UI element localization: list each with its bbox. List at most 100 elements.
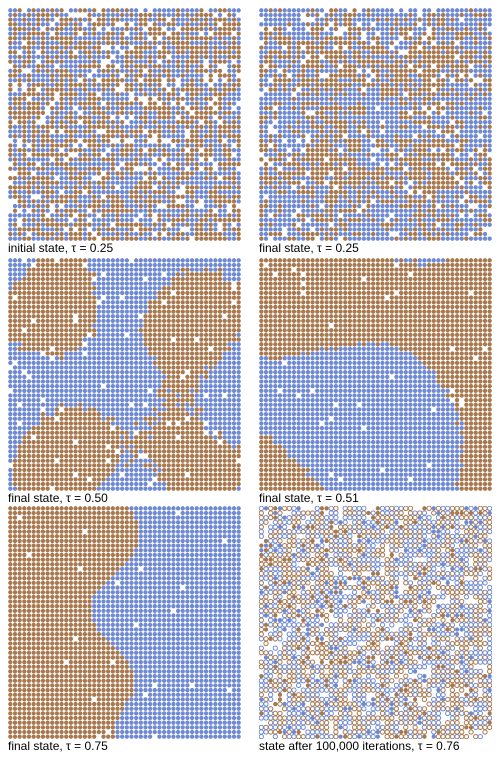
- brown-agent: [73, 54, 78, 60]
- brown-agent: [417, 134, 422, 139]
- blue-agent: [129, 185, 134, 190]
- brown-agent: [352, 175, 357, 181]
- brown-agent: [106, 64, 111, 69]
- blue-agent: [478, 8, 483, 13]
- blue-agent: [315, 161, 320, 167]
- blue-agent: [59, 134, 64, 139]
- brown-agent: [199, 286, 204, 291]
- brown-agent: [259, 208, 264, 213]
- blue-agent: [375, 22, 380, 27]
- brown-agent: [134, 78, 139, 83]
- blue-agent: [189, 143, 195, 148]
- blue-agent: [454, 106, 460, 111]
- blue-agent: [291, 194, 297, 199]
- brown-agent: [175, 295, 181, 300]
- brown-agent: [315, 175, 320, 181]
- brown-agent: [333, 157, 339, 162]
- blue-agent: [324, 92, 329, 97]
- blue-agent: [50, 54, 55, 60]
- blue-agent: [478, 82, 483, 88]
- brown-agent: [222, 17, 227, 22]
- brown-agent: [208, 129, 213, 134]
- brown-agent: [398, 68, 404, 74]
- blue-agent: [143, 290, 148, 296]
- blue-agent: [171, 106, 176, 111]
- blue-agent: [124, 180, 129, 185]
- blue-agent: [291, 134, 297, 139]
- brown-agent: [110, 8, 115, 13]
- brown-agent: [199, 68, 204, 74]
- blue-agent: [138, 120, 143, 125]
- blue-agent: [259, 180, 264, 185]
- blue-agent: [296, 217, 301, 223]
- brown-agent: [426, 40, 432, 46]
- blue-agent: [445, 120, 450, 125]
- brown-agent: [64, 258, 69, 263]
- brown-agent: [394, 180, 399, 185]
- brown-agent: [161, 68, 167, 74]
- blue-agent: [464, 213, 469, 218]
- blue-agent: [22, 78, 27, 83]
- brown-agent: [417, 217, 422, 223]
- brown-agent: [106, 175, 111, 181]
- brown-agent: [263, 40, 269, 46]
- brown-agent: [194, 290, 199, 296]
- brown-agent: [194, 106, 199, 111]
- brown-agent: [357, 87, 362, 92]
- brown-agent: [408, 152, 413, 157]
- brown-agent: [231, 199, 237, 204]
- blue-agent: [106, 290, 111, 296]
- brown-agent: [36, 281, 41, 286]
- blue-agent: [398, 189, 404, 195]
- blue-agent: [147, 171, 153, 176]
- blue-agent: [464, 222, 469, 227]
- blue-agent: [171, 45, 176, 50]
- blue-agent: [82, 73, 88, 78]
- blue-agent: [357, 185, 362, 190]
- brown-agent: [431, 199, 436, 204]
- brown-agent: [12, 22, 18, 27]
- blue-agent: [277, 87, 283, 92]
- blue-agent: [422, 40, 427, 46]
- blue-agent: [459, 110, 464, 115]
- brown-agent: [31, 31, 36, 36]
- blue-agent: [361, 152, 366, 157]
- blue-agent: [152, 50, 157, 55]
- blue-agent: [422, 12, 427, 18]
- blue-agent: [54, 120, 60, 125]
- brown-agent: [217, 161, 223, 167]
- brown-agent: [171, 22, 176, 27]
- blue-agent: [54, 147, 60, 153]
- blue-agent: [115, 50, 120, 55]
- brown-agent: [199, 115, 204, 120]
- blue-agent: [199, 171, 204, 176]
- brown-agent: [64, 17, 69, 22]
- blue-agent: [263, 129, 269, 134]
- brown-agent: [417, 213, 422, 218]
- brown-agent: [45, 17, 50, 22]
- brown-agent: [310, 101, 315, 106]
- brown-agent: [329, 96, 334, 102]
- brown-agent: [310, 115, 315, 120]
- blue-agent: [394, 199, 399, 204]
- blue-agent: [222, 231, 227, 237]
- brown-agent: [152, 106, 157, 111]
- brown-agent: [101, 12, 106, 18]
- brown-agent: [222, 82, 227, 88]
- blue-agent: [208, 199, 213, 204]
- blue-agent: [333, 68, 339, 74]
- brown-agent: [199, 295, 204, 300]
- brown-agent: [394, 22, 399, 27]
- blue-agent: [301, 129, 306, 134]
- blue-agent: [315, 120, 320, 125]
- brown-agent: [487, 36, 492, 41]
- brown-agent: [87, 166, 92, 171]
- brown-agent: [194, 134, 199, 139]
- brown-agent: [459, 45, 464, 50]
- brown-agent: [301, 213, 306, 218]
- brown-agent: [422, 227, 427, 232]
- blue-agent: [185, 17, 190, 22]
- blue-agent: [157, 258, 162, 263]
- blue-agent: [213, 222, 218, 227]
- blue-agent: [12, 92, 18, 97]
